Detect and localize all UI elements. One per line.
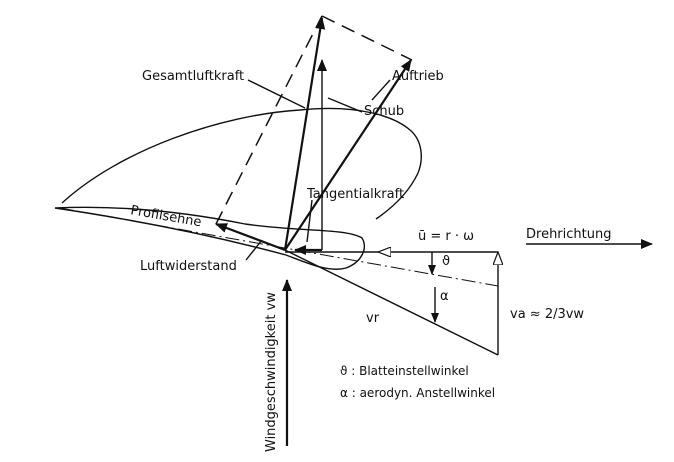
leader-schub xyxy=(327,97,363,113)
label-vr: vr xyxy=(366,311,380,326)
label-schub: Schub xyxy=(364,104,404,119)
label-tangentialkraft: Tangentialkraft xyxy=(306,187,404,202)
leader-tangentialkraft xyxy=(306,199,313,243)
parallelogram-left-edge xyxy=(215,15,323,225)
label-va-formula: va ≈ 2/3vw xyxy=(510,307,584,322)
auftrieb-arrow xyxy=(284,59,412,251)
label-alpha: α xyxy=(440,289,449,304)
blade-outline xyxy=(61,107,422,220)
parallelogram-top-edge xyxy=(321,15,413,61)
label-luftwiderstand: Luftwiderstand xyxy=(140,259,237,274)
legend-alpha: α : aerodyn. Anstellwinkel xyxy=(340,386,495,400)
leader-auftrieb xyxy=(371,79,391,101)
legend-theta: ϑ : Blatteinstellwinkel xyxy=(340,364,469,378)
luftwiderstand-arrow xyxy=(215,222,286,252)
label-gesamtluftkraft: Gesamtluftkraft xyxy=(142,69,244,84)
label-drehrichtung: Drehrichtung xyxy=(526,227,611,242)
label-windgeschwindigkeit: Windgeschwindigkeit vw xyxy=(264,292,279,452)
label-auftrieb: Auftrieb xyxy=(392,69,444,84)
gesamtluftkraft-arrow xyxy=(283,17,326,251)
label-profilsehne: Profilsehne xyxy=(129,203,202,230)
leader-gesamtluftkraft xyxy=(247,79,306,109)
vr-line xyxy=(284,249,499,356)
leader-luftwiderstand xyxy=(245,239,263,261)
label-u-formula: ū = r · ω xyxy=(418,229,474,244)
label-theta: ϑ xyxy=(442,254,450,269)
airfoil-profile xyxy=(54,206,365,270)
